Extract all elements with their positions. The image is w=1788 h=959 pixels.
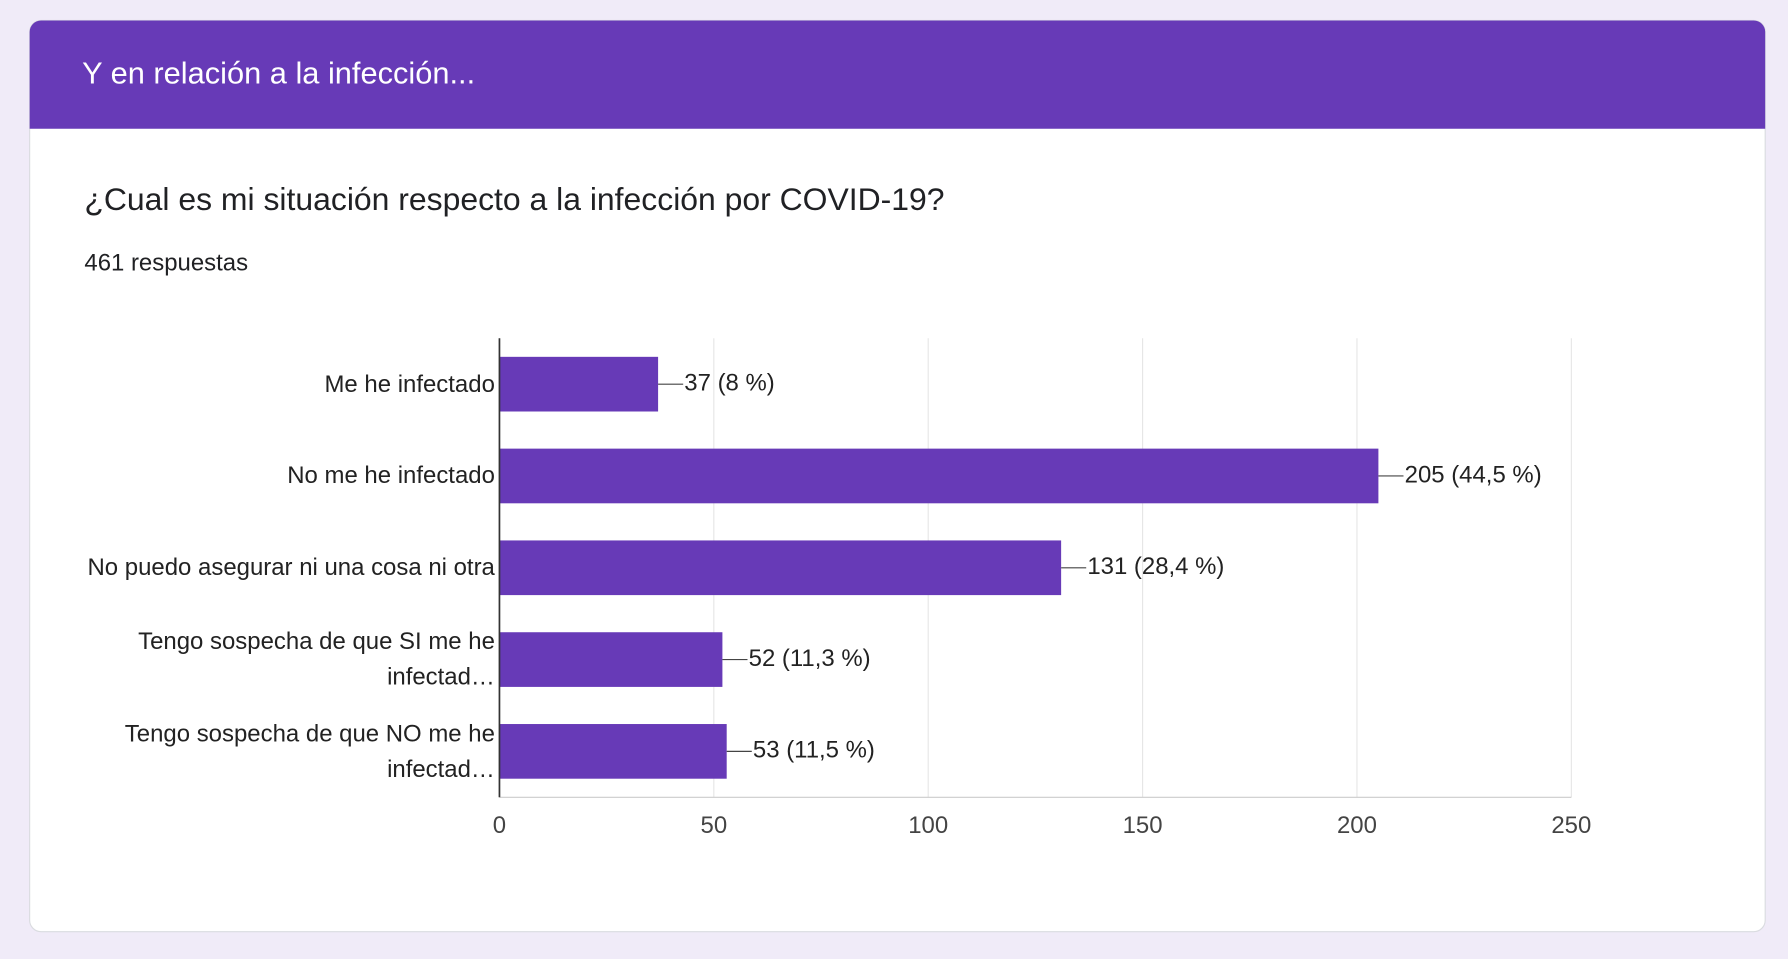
header-title: Y en relación a la infección... [82, 55, 475, 90]
bar [499, 448, 1379, 504]
y-tick-label: No puedo asegurar ni una cosa ni otra [87, 554, 495, 581]
y-tick-label-box: No me he infectado [287, 462, 495, 490]
question-title: ¿Cual es mi situación respecto a la infe… [84, 181, 944, 217]
y-tick-label-box: No puedo asegurar ni una cosa ni otra [87, 554, 495, 581]
data-label: 131 (28,4 %) [1087, 553, 1224, 580]
y-tick-label-box: Tengo sospecha de que NO me he infectad… [124, 720, 495, 783]
bar [499, 724, 727, 779]
x-tick-label: 50 [701, 812, 728, 839]
bar [499, 356, 659, 412]
card-header [29, 20, 1766, 129]
x-tick-label: 250 [1551, 812, 1591, 839]
y-tick-label: Tengo sospecha de que NO me he infectad… [124, 720, 495, 783]
bar [499, 540, 1062, 596]
bar [499, 632, 723, 687]
x-tick-label: 100 [908, 812, 948, 839]
x-tick-label: 0 [493, 812, 506, 839]
y-tick-label-box: Tengo sospecha de que SI me he infectad… [138, 628, 495, 691]
y-tick-label: Me he infectado [324, 371, 495, 398]
data-label: 53 (11,5 %) [753, 737, 875, 764]
data-label: 205 (44,5 %) [1405, 461, 1542, 488]
x-tick-label: 150 [1123, 812, 1163, 839]
data-label: 37 (8 %) [684, 370, 774, 397]
chart: 0 50 100 150 200 250 37 (8 %) Me he infectado 20… [87, 338, 1591, 839]
x-tick-label: 200 [1337, 812, 1377, 839]
data-label: 52 (11,3 %) [749, 645, 871, 672]
y-tick-label: Tengo sospecha de que SI me he infectad… [138, 628, 495, 691]
response-count: 461 respuestas [84, 250, 248, 277]
y-tick-label: No me he infectado [287, 462, 495, 490]
y-tick-label-box: Me he infectado [324, 371, 495, 398]
